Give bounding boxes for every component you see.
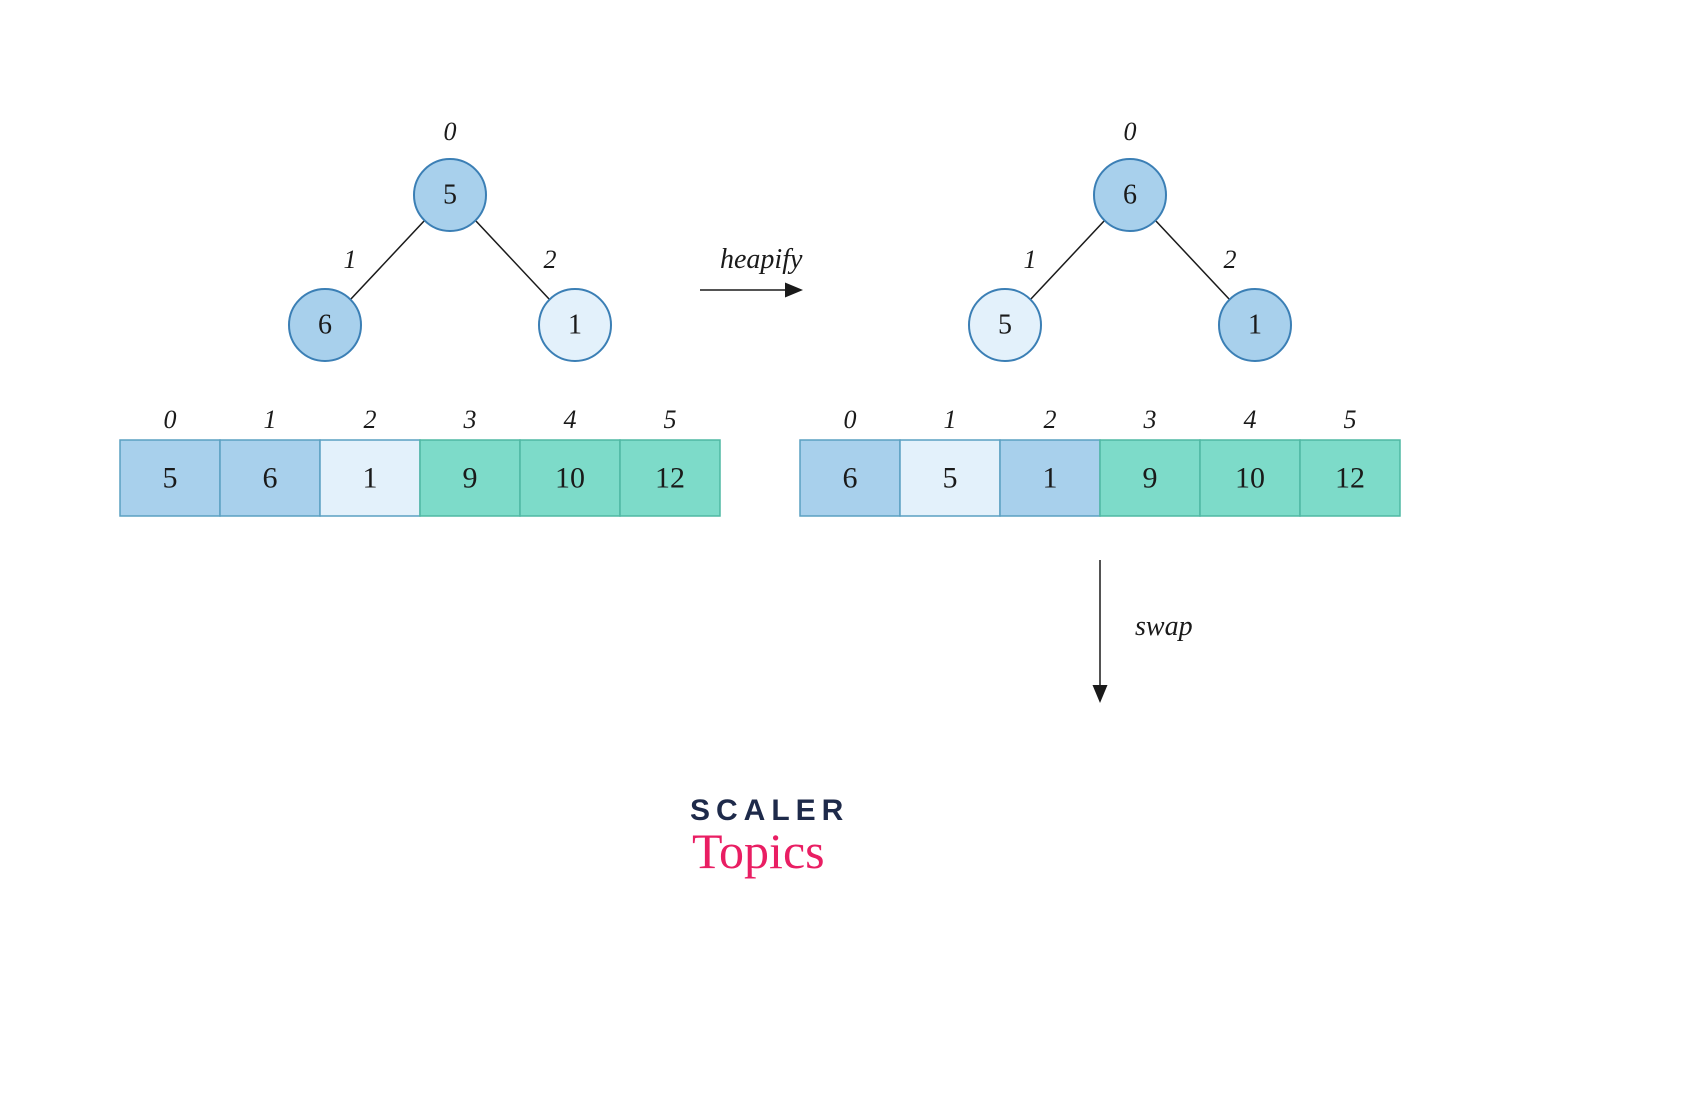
cell-index: 0 bbox=[844, 405, 857, 434]
tree-edge bbox=[350, 220, 425, 300]
tree-edge bbox=[1030, 220, 1105, 300]
left-array: 50611293104125 bbox=[120, 405, 720, 516]
cell-index: 5 bbox=[664, 405, 677, 434]
cell-value: 1 bbox=[363, 462, 378, 495]
node-value: 5 bbox=[998, 310, 1012, 341]
cell-value: 6 bbox=[843, 462, 858, 495]
cell-value: 10 bbox=[555, 462, 585, 495]
cell-index: 3 bbox=[1143, 405, 1157, 434]
cell-index: 3 bbox=[463, 405, 477, 434]
cell-value: 12 bbox=[655, 462, 685, 495]
tree-edge bbox=[475, 220, 550, 300]
node-index: 1 bbox=[1024, 245, 1037, 274]
cell-value: 5 bbox=[163, 462, 178, 495]
cell-index: 1 bbox=[264, 405, 277, 434]
node-value: 5 bbox=[443, 180, 457, 211]
cell-index: 2 bbox=[1044, 405, 1057, 434]
node-value: 6 bbox=[1123, 180, 1137, 211]
scaler-topics-logo: SCALERTopics bbox=[690, 794, 849, 879]
cell-value: 12 bbox=[1335, 462, 1365, 495]
cell-value: 9 bbox=[1143, 462, 1158, 495]
swap-arrow: swap bbox=[1100, 560, 1193, 700]
cell-index: 4 bbox=[1244, 405, 1257, 434]
tree-edge bbox=[1155, 220, 1230, 300]
node-value: 6 bbox=[318, 310, 332, 341]
right-tree: 6 0 5 1 1 2 bbox=[969, 117, 1291, 361]
arrow-label: heapify bbox=[720, 244, 803, 275]
node-value: 1 bbox=[1248, 310, 1262, 341]
cell-value: 5 bbox=[943, 462, 958, 495]
cell-value: 10 bbox=[1235, 462, 1265, 495]
cell-value: 6 bbox=[263, 462, 278, 495]
cell-index: 4 bbox=[564, 405, 577, 434]
right-array: 60511293104125 bbox=[800, 405, 1400, 516]
cell-value: 9 bbox=[463, 462, 478, 495]
left-tree: 5 0 6 1 1 2 bbox=[289, 117, 611, 361]
node-index: 2 bbox=[544, 245, 557, 274]
cell-index: 1 bbox=[944, 405, 957, 434]
heapify-arrow: heapify bbox=[700, 244, 803, 290]
cell-index: 0 bbox=[164, 405, 177, 434]
cell-index: 5 bbox=[1344, 405, 1357, 434]
node-index: 0 bbox=[1124, 117, 1137, 146]
arrow-label: swap bbox=[1135, 611, 1193, 642]
diagram-canvas: 5061126051125061129310412560511293104125… bbox=[0, 0, 1700, 1095]
cell-value: 1 bbox=[1043, 462, 1058, 495]
cell-index: 2 bbox=[364, 405, 377, 434]
node-index: 2 bbox=[1224, 245, 1237, 274]
node-value: 1 bbox=[568, 310, 582, 341]
node-index: 0 bbox=[444, 117, 457, 146]
logo-sub-text: Topics bbox=[692, 823, 825, 879]
node-index: 1 bbox=[344, 245, 357, 274]
